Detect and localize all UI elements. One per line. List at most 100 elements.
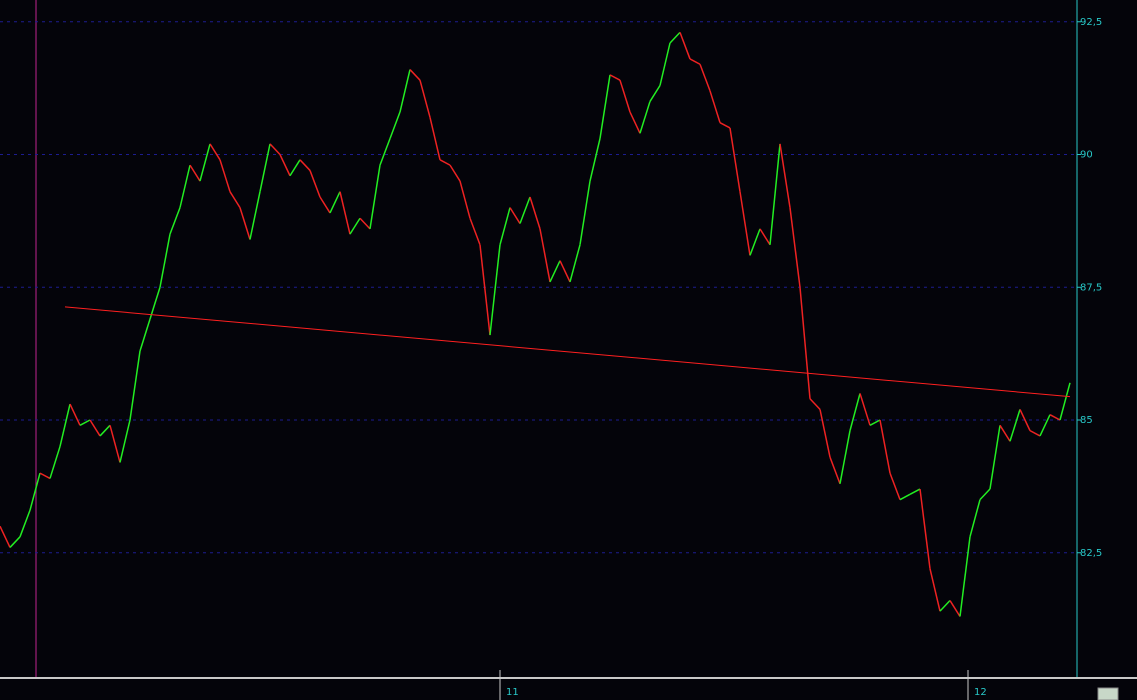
price-segment (799, 287, 811, 399)
price-segment (409, 69, 421, 81)
price-segment (279, 154, 291, 177)
x-tick-label: 11 (506, 687, 519, 698)
price-segment (849, 393, 861, 431)
price-segment (699, 63, 711, 92)
price-segment (459, 180, 471, 219)
price-segment (739, 191, 751, 256)
price-segment (259, 143, 271, 192)
price-segment (119, 419, 131, 463)
price-segment (579, 180, 591, 245)
price-segment (359, 217, 371, 230)
price-segment (159, 234, 171, 288)
price-segment (769, 143, 781, 245)
price-segment (679, 32, 691, 60)
price-segment (229, 191, 241, 209)
price-segment (329, 191, 341, 214)
scroll-icon[interactable] (1097, 687, 1119, 700)
price-segment (89, 419, 101, 437)
price-segment (269, 143, 281, 156)
price-segment (649, 85, 661, 102)
price-segment (109, 425, 121, 463)
price-segment (859, 393, 871, 426)
price-segment (399, 69, 411, 113)
price-segment (449, 164, 461, 182)
y-tick-label: 85 (1080, 415, 1093, 426)
price-segment (489, 244, 501, 336)
price-segment (659, 42, 671, 86)
price-segment (509, 207, 521, 224)
price-segment (179, 164, 191, 208)
price-segment (339, 191, 351, 235)
price-segment (689, 58, 701, 65)
price-segment (839, 430, 851, 484)
price-segment (909, 488, 921, 496)
price-segment (979, 488, 991, 501)
price-segment (989, 425, 1001, 490)
price-segment (939, 600, 951, 612)
y-tick-label: 82,5 (1080, 548, 1102, 559)
price-segment (999, 424, 1011, 442)
price-segment (299, 159, 311, 171)
price-segment (319, 196, 331, 214)
price-segment (59, 403, 71, 447)
price-segment (929, 568, 941, 612)
price-segment (389, 111, 401, 139)
y-tick-label: 92,5 (1080, 17, 1102, 28)
price-segment (39, 472, 51, 480)
price-segment (69, 403, 81, 426)
y-tick-label: 90 (1080, 150, 1093, 161)
price-segment (1019, 409, 1031, 431)
price-segment (889, 472, 901, 500)
price-segment (919, 488, 931, 569)
trendline (64, 306, 1071, 398)
price-segment (199, 143, 211, 182)
price-segment (819, 409, 831, 458)
price-segment (829, 456, 841, 484)
price-segment (49, 446, 61, 479)
price-segment (379, 138, 391, 166)
price-segment (429, 117, 441, 160)
price-segment (439, 159, 451, 166)
price-segment (749, 228, 761, 256)
price-segment (899, 493, 911, 501)
price-segment (619, 79, 631, 113)
price-segment (189, 164, 201, 182)
price-segment (209, 143, 221, 161)
price-segment (519, 196, 531, 224)
price-segment (219, 159, 231, 192)
y-tick-label: 87,5 (1080, 282, 1102, 293)
price-segment (0, 525, 11, 548)
price-segment (1009, 409, 1021, 442)
price-segment (289, 159, 301, 177)
price-segment (609, 74, 621, 81)
price-segment (149, 287, 161, 320)
price-segment (759, 228, 771, 246)
price-segment (959, 536, 971, 617)
price-segment (779, 143, 791, 208)
price-segment (99, 424, 111, 437)
price-segment (599, 74, 611, 139)
price-segment (729, 127, 741, 192)
price-segment (669, 31, 681, 44)
price-segment (549, 260, 561, 283)
price-segment (559, 260, 571, 283)
price-segment (9, 536, 21, 548)
price-segment (809, 398, 821, 410)
price-segment (129, 350, 141, 421)
price-segment (1039, 414, 1051, 437)
price-segment (139, 318, 151, 352)
price-segment (1029, 429, 1041, 437)
price-segment (969, 499, 981, 538)
price-segment (469, 217, 481, 246)
price-segment (539, 228, 551, 283)
price-segment (639, 101, 651, 134)
price-segment (869, 419, 881, 426)
price-segment (789, 207, 801, 288)
price-segment (1049, 414, 1061, 421)
price-segment (529, 196, 541, 230)
price-segment (169, 207, 181, 235)
price-segment (589, 138, 601, 182)
